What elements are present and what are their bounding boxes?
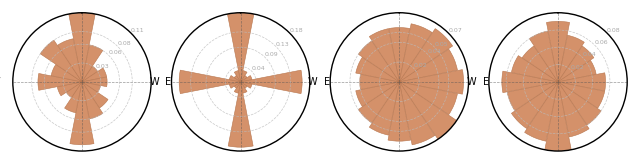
Bar	[399, 24, 432, 82]
Bar	[358, 41, 399, 82]
Bar	[545, 82, 572, 151]
Bar	[82, 82, 100, 92]
Bar	[356, 82, 399, 106]
Bar	[502, 71, 558, 93]
Bar	[65, 82, 82, 113]
Bar	[389, 28, 410, 82]
Bar	[82, 45, 103, 82]
Bar	[82, 68, 107, 82]
Bar	[229, 76, 241, 82]
Bar	[241, 82, 247, 88]
Bar	[558, 60, 596, 82]
Bar	[399, 82, 435, 145]
Bar	[234, 82, 241, 88]
Bar	[399, 82, 458, 115]
Bar	[511, 56, 558, 82]
Bar	[82, 66, 98, 82]
Bar	[360, 74, 399, 90]
Bar	[558, 73, 605, 91]
Bar	[241, 76, 252, 82]
Bar	[511, 82, 558, 128]
Bar	[399, 82, 457, 139]
Bar	[529, 31, 558, 82]
Bar	[399, 29, 452, 82]
Bar	[507, 82, 558, 111]
Bar	[234, 71, 241, 82]
Bar	[558, 82, 601, 125]
Bar	[228, 82, 253, 147]
Bar	[234, 82, 241, 93]
Bar	[558, 82, 605, 108]
Bar	[356, 57, 399, 82]
Bar	[234, 76, 241, 82]
Bar	[38, 73, 82, 90]
Bar	[58, 82, 82, 96]
Bar	[547, 21, 570, 82]
Bar	[82, 77, 107, 87]
Bar	[522, 46, 558, 82]
Bar	[58, 39, 82, 82]
Bar	[369, 82, 399, 135]
Bar	[82, 82, 108, 108]
Bar	[399, 49, 458, 82]
Bar	[241, 76, 247, 82]
Bar	[68, 13, 95, 82]
Bar	[67, 82, 82, 97]
Bar	[82, 82, 103, 119]
Bar	[241, 82, 247, 93]
Bar	[227, 13, 254, 82]
Bar	[369, 29, 399, 82]
Bar	[241, 70, 302, 94]
Bar	[51, 65, 82, 82]
Bar	[229, 82, 241, 88]
Bar	[525, 82, 558, 141]
Bar	[388, 82, 411, 141]
Bar	[558, 35, 584, 82]
Bar	[70, 82, 94, 145]
Bar	[558, 82, 589, 137]
Bar	[241, 71, 247, 82]
Bar	[399, 70, 463, 94]
Bar	[558, 46, 594, 82]
Bar	[358, 82, 399, 123]
Bar	[179, 70, 241, 94]
Bar	[40, 40, 82, 82]
Bar	[241, 82, 252, 88]
